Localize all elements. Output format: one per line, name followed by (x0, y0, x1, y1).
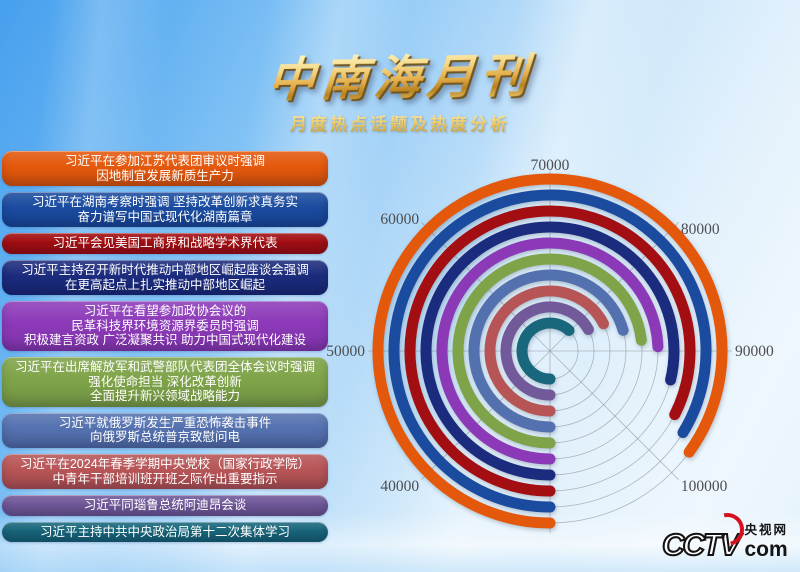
angle-axis-label: 60000 (380, 211, 419, 228)
topic-line: 奋力谱写中国式现代化湖南篇章 (77, 209, 253, 224)
topic-bar: 习近平就俄罗斯发生严重恐怖袭击事件 向俄罗斯总统普京致慰问电 (2, 412, 328, 448)
topic-bar: 习近平在2024年春季学期中央党校（国家行政学院） 中青年干部培训班开班之际作出重… (2, 453, 328, 490)
heat-ring (500, 301, 594, 401)
topic-line: 强化使命担当 深化改革创新 (88, 374, 242, 389)
topic-line: 习近平就俄罗斯发生严重恐怖袭击事件 (58, 415, 272, 430)
topic-bar: 习近平在看望参加政协会议的 民革科技界环境资源界委员时强调 积极建言资政 广泛凝聚共… (2, 301, 328, 351)
topic-line: 在更高起点上扎实推动中部地区崛起 (64, 277, 265, 292)
topic-bar: 习近平在出席解放军和武警部队代表团全体会议时强调 强化使命担当 深化改革创新 全面提… (2, 356, 328, 407)
heat-ring (388, 189, 712, 513)
topic-bar: 习近平主持中共中央政治局第十二次集体学习 (2, 521, 328, 543)
topic-line: 习近平在看望参加政协会议的 (83, 304, 247, 319)
topic-bar: 习近平主持召开新时代推动中部地区崛起座谈会强调 在更高起点上扎实推动中部地区崛起 (2, 259, 328, 296)
topic-line: 中青年干部培训班开班之际作出重要指示 (52, 471, 278, 486)
heat-ring (404, 205, 696, 497)
heat-rings (372, 173, 728, 529)
polar-grid-spoke (549, 350, 679, 480)
angle-axis-label: 100000 (681, 478, 728, 495)
heat-ring (468, 269, 629, 433)
topic-list: 习近平在参加江苏代表团审议时强调 因地制宜发展新质生产力 习近平在湖南考察时强调 坚… (2, 151, 328, 543)
header: 中南海月刊 月度热点话题及热度分析 (0, 48, 800, 135)
page-title: 中南海月刊 (265, 48, 535, 107)
topic-line: 全面提升新兴领域战略能力 (89, 389, 240, 404)
cctv-logo: CCTV 央视网 com (661, 506, 788, 562)
topic-line: 积极建言资政 广泛凝聚共识 助力中国式现代化建设 (24, 333, 306, 348)
topic-line: 因地制宜发展新质生产力 (96, 168, 234, 183)
heat-ring (420, 221, 680, 481)
topic-line: 习近平在2024年春季学期中央党校（国家行政学院） (19, 456, 311, 471)
angle-axis-label: 90000 (735, 343, 774, 360)
heat-ring (516, 317, 575, 385)
topic-line: 习近平在参加江苏代表团审议时强调 (64, 154, 265, 168)
page-subtitle: 月度热点话题及热度分析 (0, 110, 800, 135)
topic-line: 习近平在湖南考察时强调 坚持改革创新求真务实 (32, 195, 298, 210)
heat-ring (372, 173, 728, 529)
topic-bar: 习近平会见美国工商界和战略学术界代表 (2, 233, 328, 254)
topic-line: 民革科技界环境资源界委员时强调 (71, 318, 259, 333)
logo-site-name: 央视网 (744, 523, 788, 537)
topic-line: 习近平同瑙鲁总统阿迪昂会谈 (83, 498, 247, 513)
angle-axis-label: 50000 (326, 343, 365, 360)
topic-line: 习近平主持中共中央政治局第十二次集体学习 (39, 524, 290, 539)
topic-bar: 习近平在参加江苏代表团审议时强调 因地制宜发展新质生产力 (2, 151, 328, 187)
topic-line: 习近平在出席解放军和武警部队代表团全体会议时强调 (14, 359, 315, 374)
heat-ring (436, 237, 664, 465)
angle-axis-label: 70000 (531, 157, 570, 174)
logo-site-suffix: com (744, 538, 788, 561)
topic-bar: 习近平在湖南考察时强调 坚持改革创新求真务实 奋力谱写中国式现代化湖南篇章 (2, 192, 328, 228)
topic-line: 习近平会见美国工商界和战略学术界代表 (52, 236, 278, 251)
topic-bar: 习近平同瑙鲁总统阿迪昂会谈 (2, 495, 328, 516)
cctv-wordmark: CCTV (661, 527, 742, 562)
angle-axis-label: 40000 (380, 478, 419, 495)
angle-axis-label: 80000 (681, 221, 720, 238)
topic-line: 向俄罗斯总统普京致慰问电 (89, 430, 240, 445)
topic-line: 习近平主持召开新时代推动中部地区崛起座谈会强调 (21, 262, 309, 277)
heat-ring (452, 253, 647, 449)
heat-ring (484, 285, 609, 417)
